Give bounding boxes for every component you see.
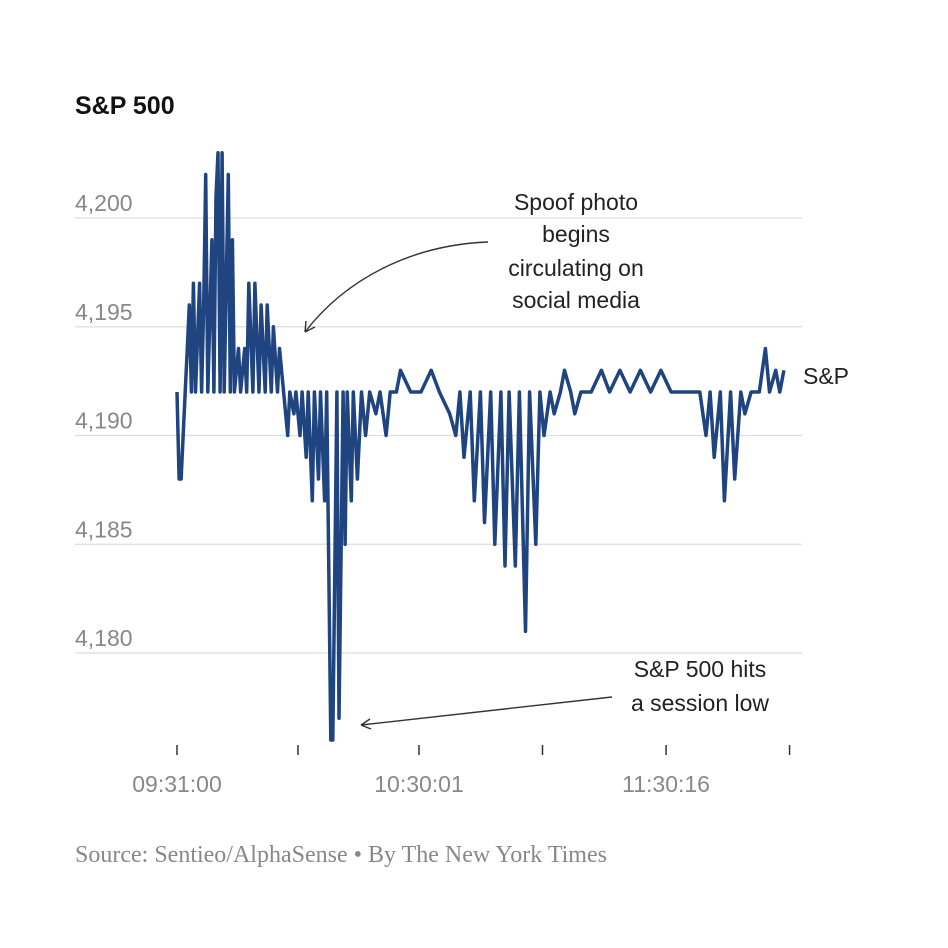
series-line-sp	[175, 151, 786, 742]
annotation-arrow	[304, 241, 489, 333]
chart-title: S&P 500	[75, 92, 175, 120]
annotation-line: S&P 500 hits	[634, 656, 767, 682]
annotation-line: begins	[542, 221, 610, 247]
annotation-line: a session low	[631, 690, 769, 716]
annotation-arrow	[360, 696, 613, 726]
y-tick-label: 4,195	[75, 299, 133, 325]
x-tick-label: 10:30:01	[374, 771, 464, 797]
y-tick-label: 4,180	[75, 625, 133, 651]
x-tick-label: 11:30:16	[622, 771, 710, 797]
y-tick-label: 4,185	[75, 516, 133, 542]
annotation-spoof-photo: Spoof photo begins circulating on social…	[304, 189, 644, 333]
arrowhead-icon	[360, 718, 372, 730]
x-tick-label: 09:31:00	[132, 771, 222, 797]
y-tick-label: 4,190	[75, 408, 133, 434]
annotation-line: social media	[512, 287, 640, 313]
annotation-session-low: S&P 500 hits a session low	[360, 656, 769, 730]
series-label-sp: S&P	[803, 363, 849, 389]
arrowhead-icon	[304, 320, 316, 333]
annotation-line: Spoof photo	[514, 189, 638, 215]
y-tick-label: 4,200	[75, 190, 133, 216]
source-note: Source: Sentieo/AlphaSense • By The New …	[75, 842, 607, 868]
annotation-line: circulating on	[508, 255, 644, 281]
